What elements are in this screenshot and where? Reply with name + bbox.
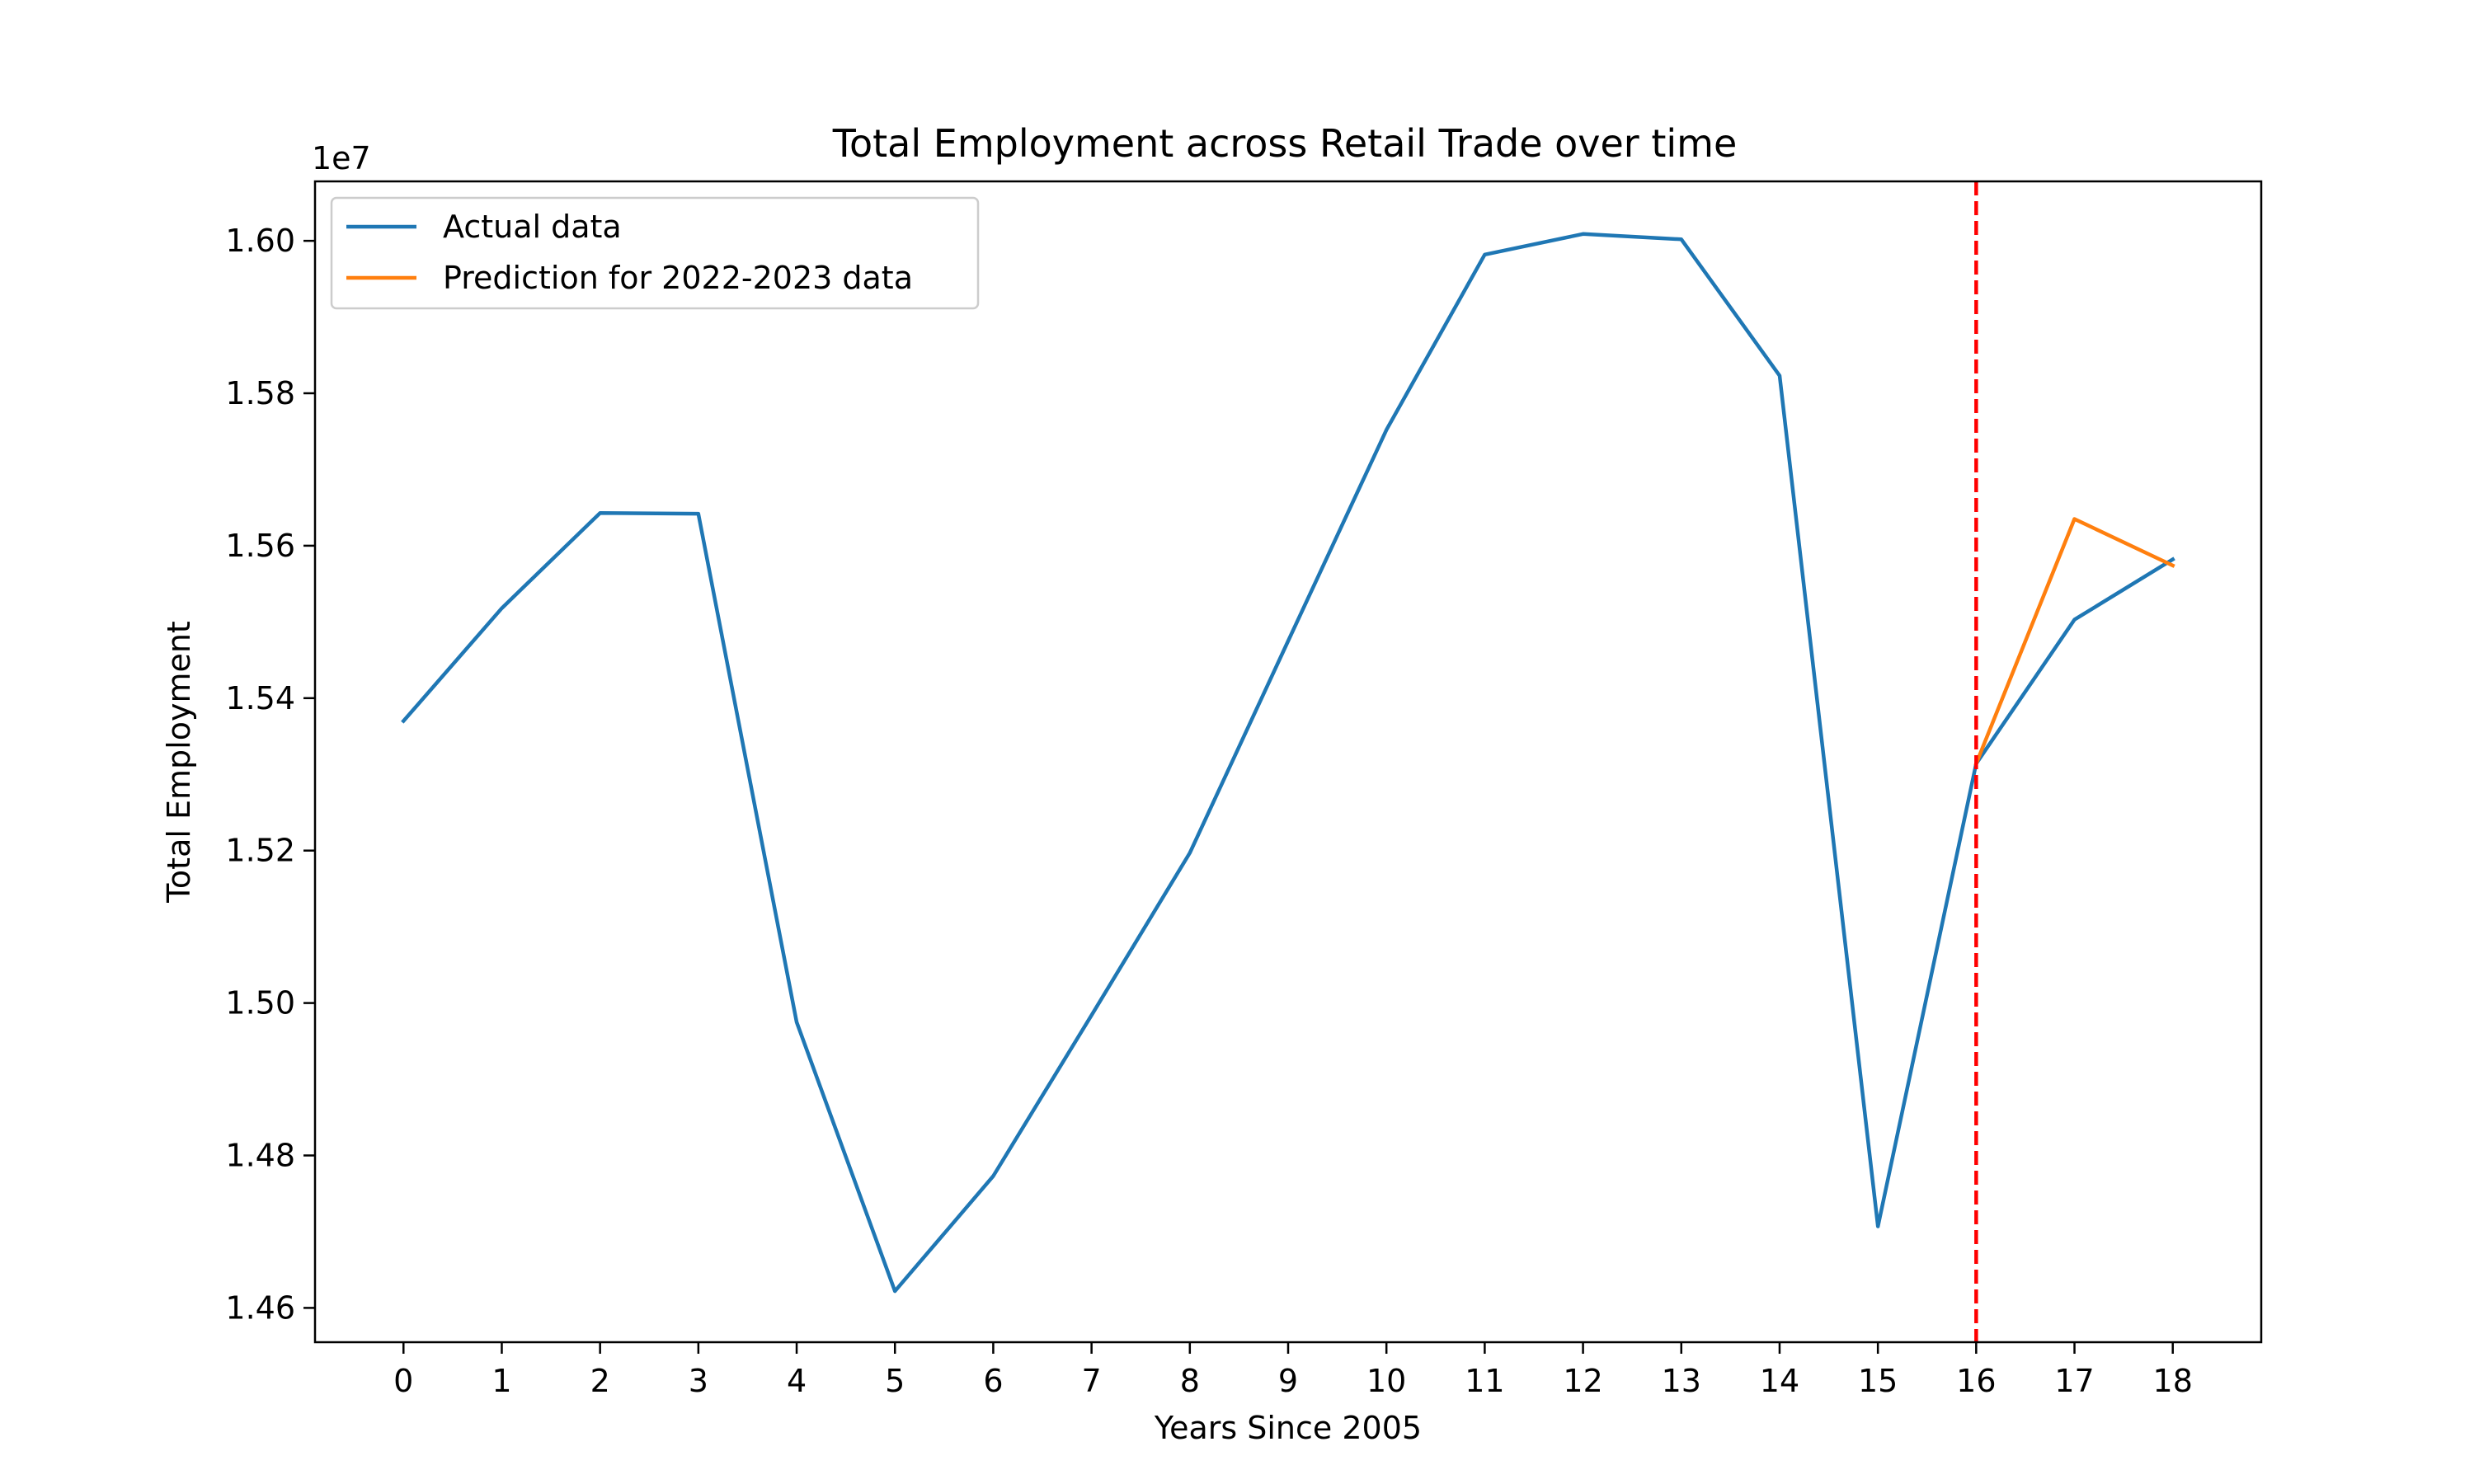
series-line-1	[1973, 517, 2175, 767]
x-tick-label: 3	[689, 1363, 708, 1399]
x-tick-label: 11	[1465, 1363, 1504, 1399]
x-tick-label: 17	[2054, 1363, 2094, 1399]
y-tick-label: 1.60	[225, 223, 295, 259]
y-axis-offset-label: 1e7	[312, 140, 371, 176]
x-tick-label: 7	[1082, 1363, 1102, 1399]
x-tick-label: 13	[1662, 1363, 1701, 1399]
plot-frame	[313, 180, 2263, 1344]
x-tick-label: 14	[1760, 1363, 1799, 1399]
x-tick-label: 6	[983, 1363, 1003, 1399]
x-axis: 0 1 2 3 4 5 6 7 8 9 10 11 12 13 14 15 16 17 18	[393, 1342, 2193, 1399]
x-axis-label: Years Since 2005	[1154, 1410, 1422, 1446]
x-tick-label: 15	[1858, 1363, 1898, 1399]
x-tick-label: 9	[1278, 1363, 1298, 1399]
y-tick-label: 1.48	[225, 1137, 295, 1173]
x-tick-label: 4	[787, 1363, 807, 1399]
legend-label-1: Prediction for 2022-2023 data	[443, 260, 913, 296]
series-line-0	[401, 232, 2175, 1294]
y-tick-label: 1.52	[225, 833, 295, 869]
legend-label-0: Actual data	[443, 209, 622, 245]
y-tick-label: 1.46	[225, 1289, 295, 1326]
x-tick-label: 1	[492, 1363, 511, 1399]
y-tick-label: 1.50	[225, 985, 295, 1021]
legend-box	[330, 196, 980, 310]
y-axis-label: Total Employment	[161, 621, 197, 904]
x-tick-label: 12	[1563, 1363, 1602, 1399]
x-tick-label: 0	[393, 1363, 413, 1399]
legend: Actual data Prediction for 2022-2023 data	[330, 196, 980, 310]
y-axis: 1.46 1.48 1.50 1.52 1.54 1.56 1.58 1.60	[225, 223, 315, 1326]
x-tick-label: 18	[2153, 1363, 2193, 1399]
x-tick-label: 5	[885, 1363, 905, 1399]
plot-area	[401, 181, 2175, 1342]
chart-title: Total Employment across Retail Trade ove…	[832, 121, 1738, 166]
x-tick-label: 8	[1180, 1363, 1200, 1399]
y-tick-label: 1.56	[225, 528, 295, 564]
y-tick-label: 1.58	[225, 375, 295, 411]
y-tick-label: 1.54	[225, 680, 295, 716]
x-tick-label: 10	[1366, 1363, 1406, 1399]
x-tick-label: 16	[1956, 1363, 1996, 1399]
x-tick-label: 2	[590, 1363, 610, 1399]
